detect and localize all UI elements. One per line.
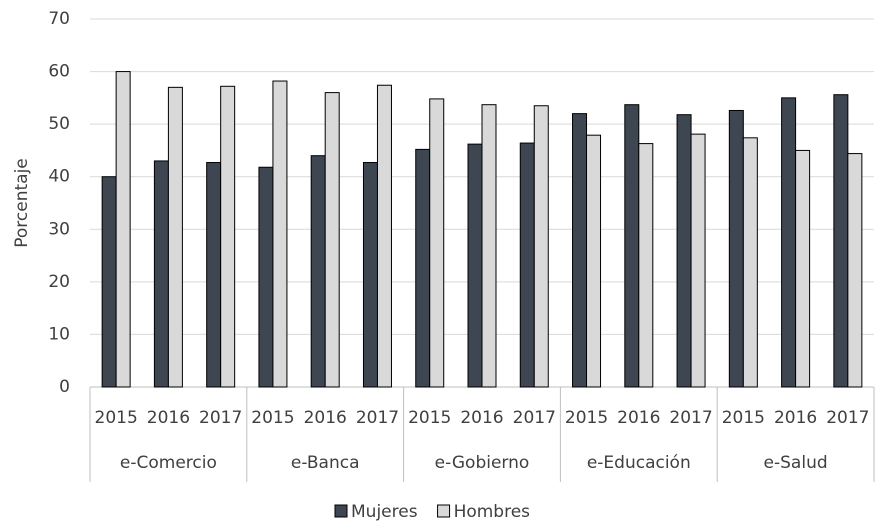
bar bbox=[258, 166, 274, 388]
x-tick-label: 2015 bbox=[251, 408, 294, 428]
y-tick-label: 20 bbox=[48, 272, 70, 292]
legend-swatch bbox=[334, 504, 348, 518]
bar bbox=[115, 71, 131, 388]
x-tick-label: 2015 bbox=[408, 408, 451, 428]
y-tick-label: 0 bbox=[59, 377, 70, 397]
bar bbox=[519, 142, 535, 388]
group-label: e-Salud bbox=[764, 453, 828, 473]
y-axis-label: Porcentaje bbox=[12, 158, 32, 248]
x-tick-label: 2016 bbox=[460, 408, 503, 428]
bar bbox=[847, 153, 863, 388]
bar bbox=[167, 86, 183, 388]
y-tick-label: 60 bbox=[48, 62, 70, 82]
bar bbox=[362, 162, 378, 388]
y-tick-label: 40 bbox=[48, 167, 70, 187]
bar bbox=[206, 162, 222, 388]
bar bbox=[272, 80, 288, 388]
bar bbox=[638, 143, 654, 388]
bar bbox=[728, 109, 744, 388]
group-label: e-Educación bbox=[587, 453, 691, 473]
x-tick-label: 2017 bbox=[199, 408, 242, 428]
bar bbox=[690, 133, 706, 388]
bar bbox=[624, 104, 640, 388]
bar bbox=[324, 92, 340, 388]
bar bbox=[781, 97, 797, 388]
bar bbox=[742, 137, 758, 388]
y-tick-label: 70 bbox=[48, 9, 70, 29]
bar bbox=[795, 149, 811, 388]
bar bbox=[415, 148, 431, 388]
y-tick-label: 50 bbox=[48, 114, 70, 134]
bar bbox=[376, 84, 392, 388]
bar bbox=[220, 85, 236, 388]
x-tick-label: 2015 bbox=[722, 408, 765, 428]
bar bbox=[533, 105, 549, 388]
y-tick-label: 30 bbox=[48, 219, 70, 239]
bar bbox=[467, 143, 483, 388]
bar bbox=[586, 134, 602, 388]
x-tick-label: 2017 bbox=[356, 408, 399, 428]
group-label: e-Comercio bbox=[120, 453, 217, 473]
bar bbox=[153, 160, 169, 388]
bar bbox=[676, 114, 692, 388]
bar bbox=[572, 113, 588, 388]
x-tick-label: 2016 bbox=[304, 408, 347, 428]
x-tick-label: 2015 bbox=[95, 408, 138, 428]
legend-swatch bbox=[437, 504, 451, 518]
x-tick-label: 2016 bbox=[617, 408, 660, 428]
bar bbox=[429, 98, 445, 388]
x-tick-label: 2017 bbox=[826, 408, 869, 428]
x-tick-label: 2017 bbox=[513, 408, 556, 428]
group-label: e-Gobierno bbox=[435, 453, 530, 473]
x-tick-label: 2017 bbox=[669, 408, 712, 428]
legend-label: Hombres bbox=[454, 502, 531, 522]
x-tick-label: 2016 bbox=[774, 408, 817, 428]
y-tick-label: 10 bbox=[48, 324, 70, 344]
bar bbox=[310, 155, 326, 388]
bar bbox=[481, 104, 497, 388]
bar bbox=[833, 94, 849, 388]
bar bbox=[101, 176, 117, 388]
group-label: e-Banca bbox=[291, 453, 360, 473]
x-tick-label: 2016 bbox=[147, 408, 190, 428]
legend-label: Mujeres bbox=[351, 502, 418, 522]
x-tick-label: 2015 bbox=[565, 408, 608, 428]
